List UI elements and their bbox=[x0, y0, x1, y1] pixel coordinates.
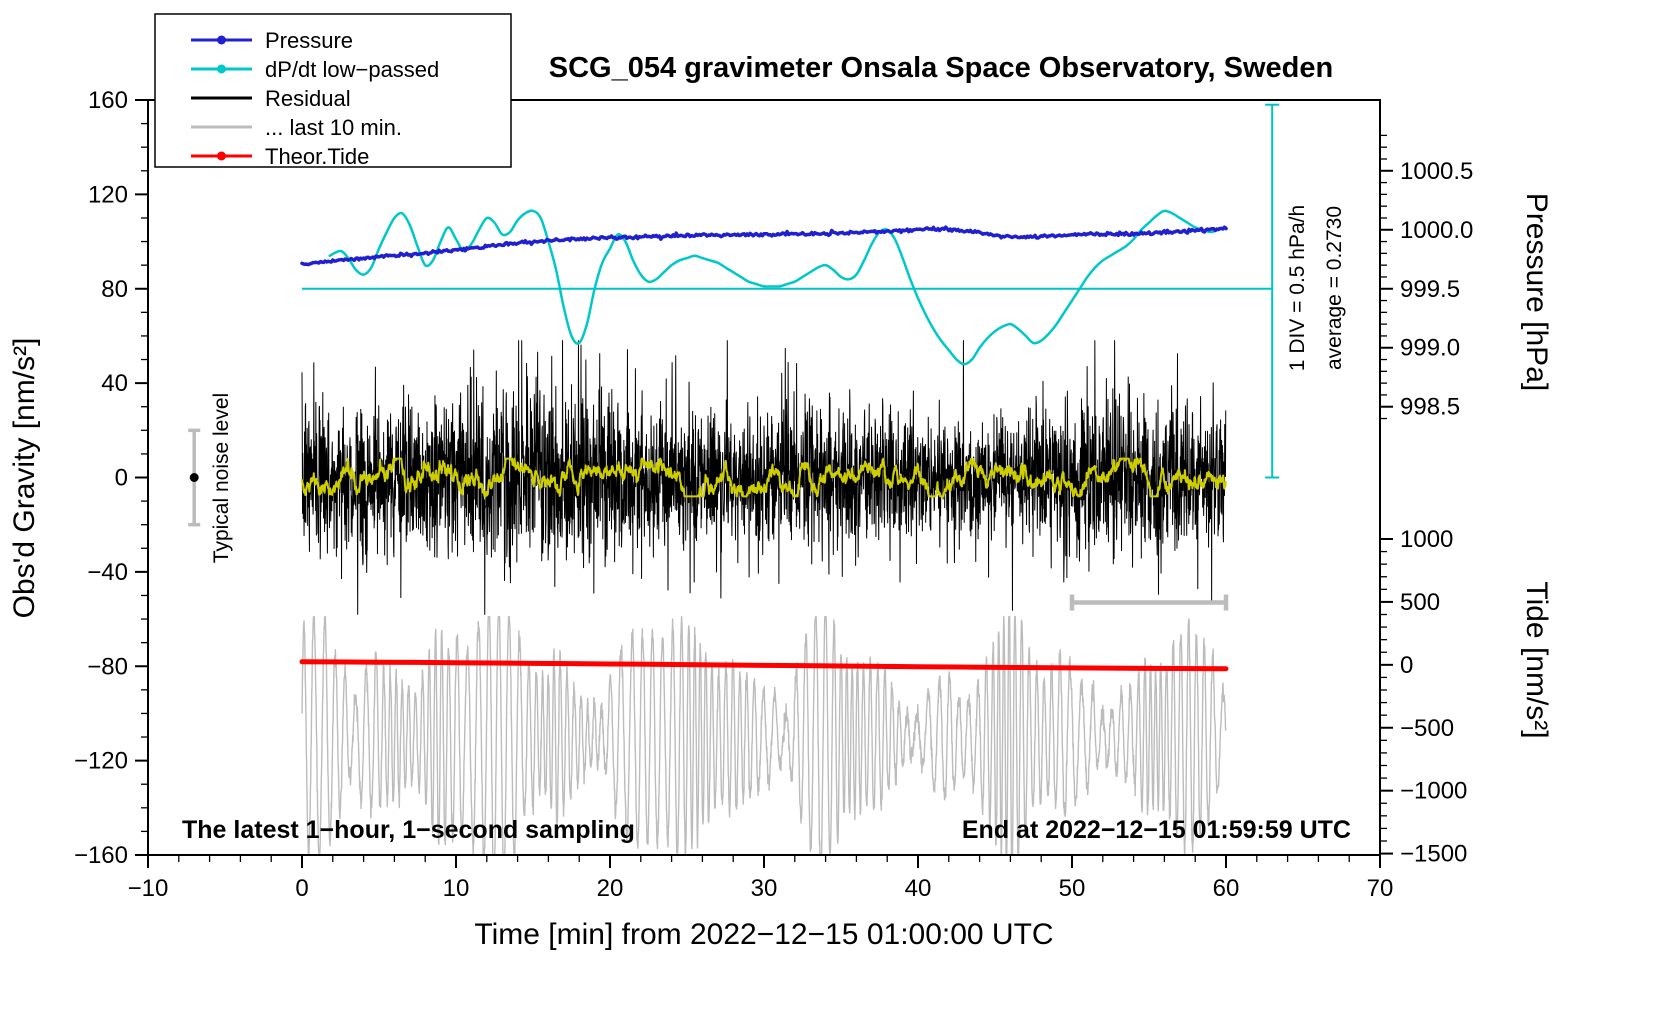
gravity-axis-label: Obs'd Gravity [nm/s²] bbox=[8, 338, 41, 619]
x-tick-label: 40 bbox=[905, 875, 932, 902]
dpdt-lowpassed-line bbox=[328, 209, 1228, 366]
x-tick-label: −10 bbox=[128, 875, 169, 902]
gravity-tick-label: −80 bbox=[87, 653, 128, 680]
legend-item-dpdt: dP/dt low−passed bbox=[191, 57, 439, 82]
end-time-note: End at 2022−12−15 01:59:59 UTC bbox=[962, 816, 1351, 844]
tide-axis-label: Tide [nm/s²] bbox=[1520, 581, 1553, 738]
tide-tick-label: −1500 bbox=[1400, 841, 1467, 868]
div-scale-annotation: 1 DIV = 0.5 hPa/h bbox=[1286, 205, 1309, 371]
legend-item-last10: ... last 10 min. bbox=[191, 115, 402, 140]
noise-level-annotation: Typical noise level bbox=[210, 393, 233, 563]
tide-tick-label: 1000 bbox=[1400, 526, 1453, 553]
gravity-tick-label: 40 bbox=[101, 370, 128, 397]
legend-marker-dot bbox=[217, 64, 226, 74]
x-tick-label: 20 bbox=[597, 875, 624, 902]
tide-tick-label: −500 bbox=[1400, 715, 1454, 742]
residual-smoothed-line bbox=[301, 457, 1227, 498]
legend-item-theortide: Theor.Tide bbox=[191, 144, 369, 169]
legend-item-residual: Residual bbox=[191, 86, 351, 111]
series-layer bbox=[188, 103, 1280, 855]
gravity-tick-label: −120 bbox=[74, 748, 128, 775]
pressure-line bbox=[300, 225, 1228, 267]
legend-item-pressure: Pressure bbox=[191, 28, 353, 53]
gravity-tick-label: −40 bbox=[87, 559, 128, 586]
pressure-tick-label: 999.0 bbox=[1400, 335, 1460, 362]
sampling-note: The latest 1−hour, 1−second sampling bbox=[182, 816, 635, 844]
pressure-tick-label: 999.5 bbox=[1400, 276, 1460, 303]
tide-tick-label: 0 bbox=[1400, 652, 1413, 679]
axes-layer: −10 0 10 20 30 40 50 60 70 160 120 80 40 0 −40 −80 −120 −… bbox=[74, 87, 1473, 902]
gravity-tick-label: 120 bbox=[88, 181, 128, 208]
pressure-tick-label: 1000.0 bbox=[1400, 217, 1473, 244]
x-tick-label: 0 bbox=[295, 875, 308, 902]
legend-item-label: dP/dt low−passed bbox=[265, 57, 439, 82]
theor-tide-line bbox=[299, 659, 1229, 672]
noise-level-dot bbox=[189, 473, 199, 482]
tide-tick-label: −1000 bbox=[1400, 778, 1467, 805]
gravity-tick-label: 160 bbox=[88, 87, 128, 114]
pressure-tick-label: 998.5 bbox=[1400, 394, 1460, 421]
x-axis-label: Time [min] from 2022−12−15 01:00:00 UTC bbox=[474, 918, 1053, 951]
legend-marker-dot bbox=[217, 35, 226, 45]
pressure-tick-label: 1000.5 bbox=[1400, 158, 1473, 185]
last10min-trace bbox=[301, 616, 1227, 855]
legend: Pressure dP/dt low−passed Residual ... l… bbox=[154, 13, 512, 169]
legend-item-label: Residual bbox=[265, 86, 351, 111]
chart-title: SCG_054 gravimeter Onsala Space Observat… bbox=[549, 52, 1333, 84]
gravity-tick-label: 80 bbox=[101, 276, 128, 303]
pressure-axis-label: Pressure [hPa] bbox=[1520, 193, 1553, 391]
x-tick-label: 60 bbox=[1213, 875, 1240, 902]
legend-marker-dot bbox=[217, 151, 226, 161]
legend-item-label: ... last 10 min. bbox=[265, 115, 402, 140]
legend-item-label: Theor.Tide bbox=[265, 144, 369, 169]
residual-trace bbox=[301, 340, 1227, 615]
x-tick-label: 50 bbox=[1059, 875, 1086, 902]
legend-item-label: Pressure bbox=[265, 28, 353, 53]
x-tick-label: 70 bbox=[1367, 875, 1394, 902]
gravity-tick-label: −160 bbox=[74, 842, 128, 869]
x-tick-label: 10 bbox=[443, 875, 470, 902]
tide-tick-label: 500 bbox=[1400, 589, 1440, 616]
gravity-tick-label: 0 bbox=[115, 465, 128, 492]
average-annotation: average = 0.2730 bbox=[1323, 206, 1346, 370]
x-tick-label: 30 bbox=[751, 875, 778, 902]
